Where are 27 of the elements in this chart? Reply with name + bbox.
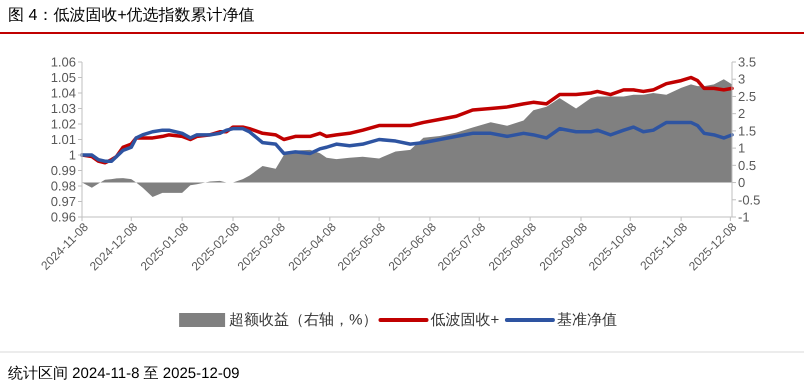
y-tick-label: 1.03 bbox=[50, 101, 76, 116]
y-tick-label: 1.02 bbox=[50, 116, 76, 132]
y-tick-label: 1.05 bbox=[50, 70, 76, 85]
y2-tick-label: -0.5 bbox=[738, 192, 760, 208]
y-tick-label: 1.06 bbox=[50, 54, 76, 70]
y2-tick-label: 2.5 bbox=[738, 88, 756, 104]
y2-tick-label: -1 bbox=[738, 210, 750, 224]
line-series bbox=[80, 120, 734, 163]
y2-tick-label: 1.5 bbox=[738, 123, 756, 138]
y2-tick-label: 0.5 bbox=[738, 158, 756, 173]
legend-label: 基准净值 bbox=[556, 312, 617, 328]
y-tick-label: 0.96 bbox=[50, 210, 76, 224]
y-tick-label: 0.97 bbox=[50, 194, 76, 209]
y2-tick-label: 0 bbox=[738, 175, 746, 190]
y-tick-label: 0.99 bbox=[50, 163, 76, 178]
y2-tick-label: 2 bbox=[738, 106, 746, 122]
y2-tick-label: 1 bbox=[738, 140, 746, 156]
y2-tick-label: 3 bbox=[738, 72, 746, 87]
y-tick-label: 1.01 bbox=[50, 132, 76, 147]
text: 统计区间 2024-11-8 至 2025-12-09 bbox=[8, 365, 240, 382]
legend-label: 超额收益（右轴，%） bbox=[229, 312, 378, 328]
y-tick-label: 1.04 bbox=[50, 86, 76, 100]
y-tick-label: 1 bbox=[68, 148, 76, 162]
legend-label: 低波固收+ bbox=[430, 312, 500, 328]
chart-title: 图 4：低波固收+优选指数累计净值 bbox=[8, 6, 255, 24]
y2-tick-label: 3.5 bbox=[738, 54, 756, 70]
y-tick-label: 0.98 bbox=[50, 178, 76, 194]
